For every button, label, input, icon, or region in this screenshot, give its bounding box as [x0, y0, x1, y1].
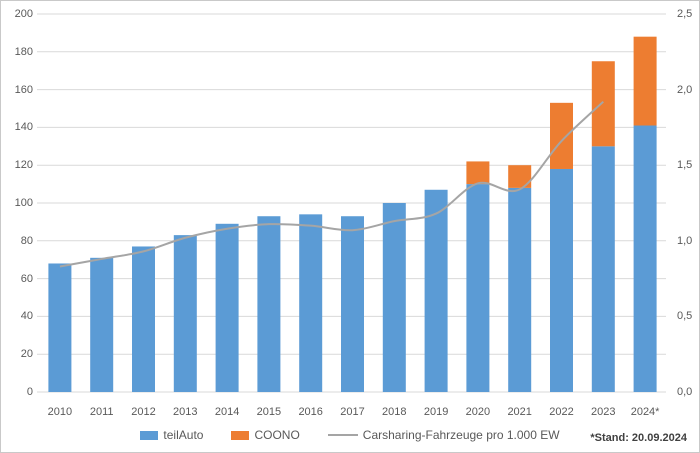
x-axis-category-label: 2023	[591, 406, 616, 418]
chart-legend: teilAuto COONO Carsharing-Fahrzeuge pro …	[1, 428, 699, 442]
y-axis-right-tick-label: 2,0	[677, 83, 693, 96]
bar-segment-teilauto	[633, 125, 657, 392]
bar-segment-teilauto	[550, 168, 573, 392]
bar-segment-teilauto	[215, 223, 239, 392]
y-axis-left-tick-label: 140	[14, 121, 33, 134]
bar-segment-teilauto	[424, 189, 448, 392]
bar-segment-teilauto	[173, 235, 197, 392]
legend-label-line: Carsharing-Fahrzeuge pro 1.000 EW	[362, 428, 560, 442]
y-axis-left-tick-label: 200	[14, 8, 33, 20]
bar-segment-coono	[508, 165, 532, 188]
y-axis-left-tick-label: 20	[20, 348, 33, 361]
y-axis-left-tick-label: 80	[20, 234, 33, 247]
x-axis-category-label: 2013	[173, 406, 198, 418]
bar-segment-teilauto	[48, 263, 72, 392]
x-axis-category-label: 2011	[89, 406, 114, 418]
bar-segment-teilauto	[466, 184, 490, 392]
x-axis-category-label: 2018	[382, 406, 407, 418]
y-axis-right-tick-label: 1,0	[677, 234, 693, 247]
bar-segment-coono	[591, 61, 615, 147]
y-axis-left-tick-label: 60	[20, 272, 33, 285]
y-axis-left-tick-label: 180	[14, 45, 33, 58]
legend-item-teilauto: teilAuto	[140, 428, 203, 442]
y-axis-left-tick-label: 40	[20, 310, 33, 323]
x-axis-category-label: 2017	[340, 406, 365, 418]
x-axis-category-label: 2019	[423, 406, 449, 418]
x-axis-category-label: 2022	[549, 406, 574, 418]
y-axis-right-tick-label: 1,5	[677, 159, 693, 172]
bar-segment-teilauto	[132, 246, 155, 392]
coono-swatch-icon	[231, 430, 250, 440]
y-axis-left-tick-label: 160	[14, 83, 33, 96]
x-axis-category-label: 2012	[131, 406, 156, 418]
y-axis-right-tick-label: 0,0	[677, 386, 693, 398]
x-axis-category-label: 2021	[507, 406, 532, 418]
teilauto-swatch-icon	[140, 430, 159, 440]
x-axis-category-label: 2010	[47, 406, 73, 418]
y-axis-left-tick-label: 0	[26, 386, 33, 398]
y-axis-right-tick-label: 0,5	[677, 310, 693, 323]
legend-item-line: Carsharing-Fahrzeuge pro 1.000 EW	[327, 428, 560, 442]
bar-segment-teilauto	[257, 216, 281, 392]
bar-segment-teilauto	[508, 187, 532, 392]
x-axis-category-label: 2015	[256, 406, 282, 418]
y-axis-left-tick-label: 120	[14, 159, 33, 172]
legend-label-coono: COONO	[254, 428, 300, 442]
x-axis-category-label: 2016	[298, 406, 323, 418]
bar-segment-coono	[466, 161, 490, 185]
bar-segment-teilauto	[90, 257, 114, 392]
y-axis-left-tick-label: 100	[14, 197, 33, 209]
bar-segment-teilauto	[299, 214, 323, 392]
x-axis-category-label: 2020	[465, 406, 491, 418]
y-axis-right-tick-label: 2,5	[677, 8, 693, 20]
legend-label-teilauto: teilAuto	[163, 428, 204, 442]
bar-segment-teilauto	[591, 146, 615, 392]
x-axis-category-label: 2014	[214, 406, 240, 418]
bar-segment-teilauto	[341, 216, 364, 392]
line-series-swatch-icon	[327, 434, 358, 436]
bar-segment-teilauto	[382, 203, 406, 392]
footnote: *Stand: 20.09.2024	[590, 432, 687, 444]
line-series	[59, 100, 604, 268]
legend-item-coono: COONO	[231, 428, 300, 442]
x-axis-category-label: 2024*	[630, 406, 660, 418]
bar-segment-coono	[633, 36, 657, 126]
bar-segment-coono	[550, 102, 573, 169]
